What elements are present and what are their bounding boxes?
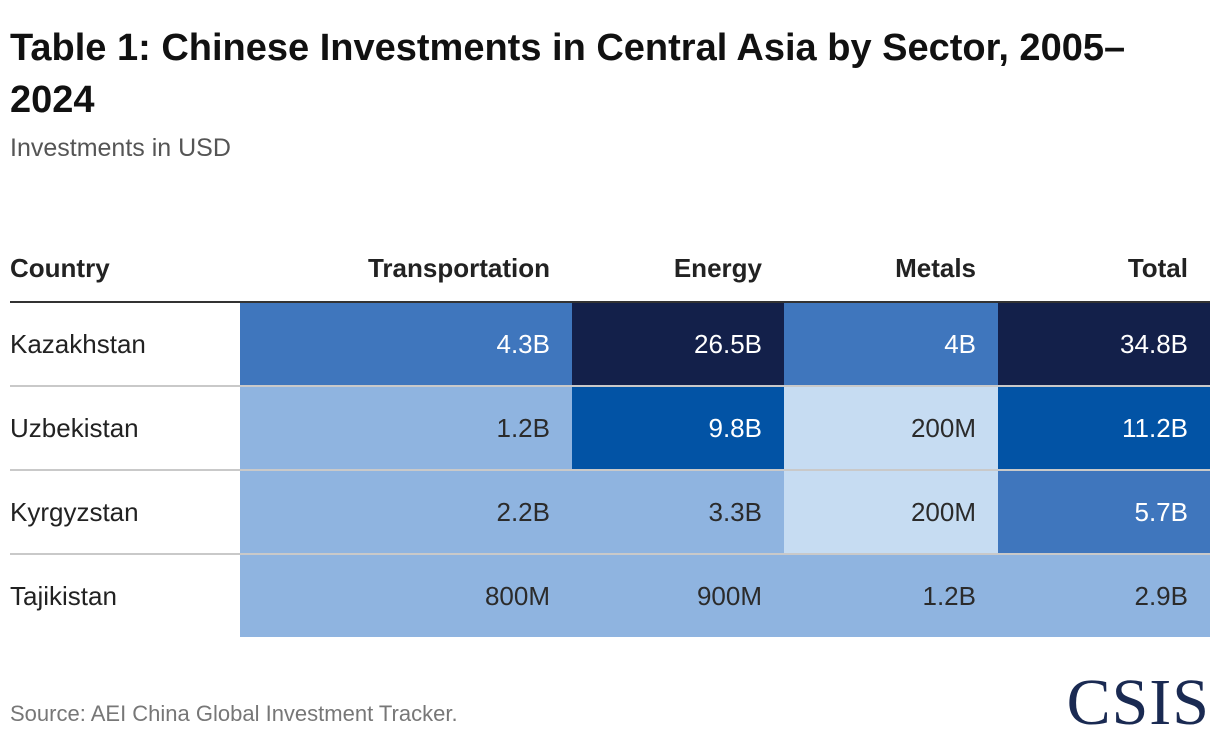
transportation-value-cell: 1.2B (240, 386, 572, 471)
column-header-energy: Energy (572, 235, 784, 303)
transportation-value-cell: 2.2B (240, 470, 572, 555)
table-row: Tajikistan 800M 900M 1.2B 2.9B (10, 554, 1210, 637)
country-cell: Kazakhstan (10, 302, 240, 387)
energy-value-cell: 9.8B (572, 386, 784, 471)
energy-value-cell: 900M (572, 554, 784, 637)
table-row: Kyrgyzstan 2.2B 3.3B 200M 5.7B (10, 470, 1210, 555)
column-header-total: Total (998, 235, 1210, 303)
metals-value-cell: 1.2B (784, 554, 998, 637)
table-body: Kazakhstan 4.3B 26.5B 4B 34.8B Uzbekistan 1.2B… (10, 302, 1210, 637)
investment-heatmap-table: Country Transportation Energy Metals Tot… (10, 235, 1210, 637)
country-cell: Kyrgyzstan (10, 470, 240, 555)
energy-value-cell: 3.3B (572, 470, 784, 555)
csis-logo: CSIS (1066, 666, 1210, 739)
total-value-cell: 2.9B (998, 554, 1210, 637)
column-header-transportation: Transportation (240, 235, 572, 303)
total-value-cell: 34.8B (998, 302, 1210, 387)
transportation-value-cell: 800M (240, 554, 572, 637)
transportation-value-cell: 4.3B (240, 302, 572, 387)
column-header-metals: Metals (784, 235, 998, 303)
chart-title: Table 1: Chinese Investments in Central … (10, 27, 1126, 121)
total-value-cell: 5.7B (998, 470, 1210, 555)
metals-value-cell: 200M (784, 386, 998, 471)
table-row: Kazakhstan 4.3B 26.5B 4B 34.8B (10, 302, 1210, 387)
table-header-row: Country Transportation Energy Metals Tot… (10, 235, 1210, 303)
metals-value-cell: 4B (784, 302, 998, 387)
metals-value-cell: 200M (784, 470, 998, 555)
table-row: Uzbekistan 1.2B 9.8B 200M 11.2B (10, 386, 1210, 471)
total-value-cell: 11.2B (998, 386, 1210, 471)
country-cell: Tajikistan (10, 554, 240, 637)
column-header-country: Country (10, 235, 240, 303)
energy-value-cell: 26.5B (572, 302, 784, 387)
chart-subtitle: Investments in USD (10, 134, 231, 162)
country-cell: Uzbekistan (10, 386, 240, 471)
source-note: Source: AEI China Global Investment Trac… (10, 701, 458, 726)
